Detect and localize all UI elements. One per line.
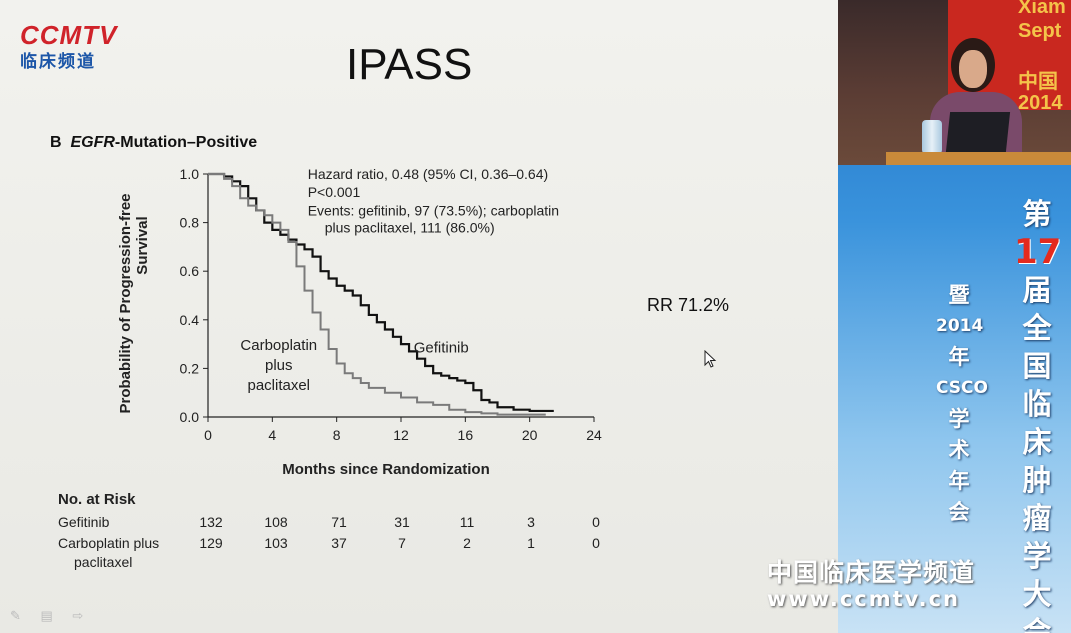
vertical-char: 年	[948, 345, 970, 369]
x-tick-label: 8	[333, 427, 341, 443]
slide: CCMTV 临床频道 IPASS B EGFR-Mutation–Positiv…	[0, 0, 838, 633]
risk-value: 129	[199, 535, 223, 551]
banner-line-3: 中国	[1018, 71, 1058, 93]
y-tick-label: 0.4	[180, 312, 200, 328]
banner-line-4: 2014	[1018, 92, 1063, 114]
vertical-char: 大	[1022, 577, 1052, 611]
vertical-char: 年	[948, 469, 970, 493]
panel-letter: B	[50, 134, 62, 151]
vertical-char: 第	[1022, 197, 1052, 231]
y-axis-label-line-1: Probability of Progression-free	[117, 193, 134, 413]
chart-annotation: Hazard ratio, 0.48 (95% CI, 0.36–0.64)	[308, 166, 548, 182]
vertical-char: 暨	[948, 283, 970, 307]
congress-name-vertical: 第 17 届全国临床肿瘤学大会	[1014, 195, 1062, 633]
x-axis-label: Months since Randomization	[282, 461, 490, 478]
y-tick-label: 0.2	[180, 360, 200, 376]
km-chart: 0.0 0.2 0.4 0.6 0.8 1.0 0 4 8 12 16 20 24 Months sinc…	[117, 166, 602, 478]
speaker-video: Xiam Sept 中国 2014	[838, 0, 1071, 165]
y-tick-label: 1.0	[180, 166, 200, 182]
x-tick-label: 24	[586, 427, 602, 443]
banner-line-2: Sept	[1018, 20, 1062, 42]
vertical-char: 临	[1022, 387, 1052, 421]
risk-value: 11	[459, 514, 475, 530]
y-tick-label: 0.0	[180, 409, 200, 425]
vertical-char: 2014	[936, 316, 984, 336]
vertical-char: 国	[1022, 349, 1052, 383]
vertical-char: 17	[1014, 232, 1062, 272]
vertical-char: 会	[948, 500, 970, 524]
ccmtv-logo-subtitle: 临床频道	[20, 52, 96, 71]
risk-value: 1	[527, 535, 535, 551]
vertical-char: 床	[1022, 425, 1052, 459]
chart-annotation: plus paclitaxel, 111 (86.0%)	[325, 219, 495, 235]
slide-title: IPASS	[346, 40, 473, 89]
speaker-face	[959, 50, 987, 88]
risk-value: 7	[398, 535, 406, 551]
chart-annotation: Events: gefitinib, 97 (73.5%); carboplat…	[308, 202, 559, 218]
watermark-chinese: 中国临床医学频道	[767, 558, 976, 587]
x-tick-label: 4	[268, 427, 276, 443]
chart-annotation: P<0.001	[308, 184, 361, 200]
vertical-char: 全	[1022, 311, 1052, 345]
mouse-cursor-icon	[704, 350, 717, 368]
vertical-char: 届	[1022, 273, 1052, 307]
broadcast-side-panel: Xiam Sept 中国 2014 第 17 届全国临床肿瘤学大会 暨 2014 年 CS…	[838, 0, 1071, 633]
y-axis-label-line-2: Survival	[134, 216, 151, 274]
banner-line-1: Xiam	[1018, 0, 1066, 18]
series-line-carboplatin-paclitaxel	[208, 173, 546, 416]
risk-value: 108	[264, 514, 288, 530]
risk-value: 71	[331, 514, 347, 530]
risk-value: 103	[264, 535, 288, 551]
ccmtv-watermark: 中国临床医学频道 www.ccmtv.cn	[767, 553, 975, 611]
series-label-carboplatin-line: plus	[265, 357, 293, 374]
laptop-icon	[945, 112, 1011, 152]
risk-row-label: Gefitinib	[58, 514, 110, 530]
risk-value: 3	[527, 514, 535, 530]
risk-row-label: Carboplatin plus	[58, 535, 160, 551]
risk-table-title: No. at Risk	[58, 491, 136, 508]
panel-title-rest: -Mutation–Positive	[114, 134, 258, 151]
watermark-url: www.ccmtv.cn	[767, 587, 961, 611]
risk-value: 31	[394, 514, 410, 530]
y-tick-label: 0.8	[180, 215, 200, 231]
panel-title-gene: EGFR	[70, 134, 115, 151]
response-rate-text: RR 71.2%	[647, 295, 730, 315]
vertical-char: CSCO	[936, 378, 988, 398]
x-tick-label: 12	[393, 427, 409, 443]
water-bottle-icon	[922, 120, 942, 154]
risk-row-label: paclitaxel	[74, 554, 133, 570]
vertical-char: 术	[948, 438, 970, 462]
podium	[886, 152, 1071, 165]
risk-value: 2	[463, 535, 471, 551]
series-label-gefitinib: Gefitinib	[414, 340, 469, 357]
risk-value: 132	[199, 514, 223, 530]
x-tick-label: 16	[458, 427, 474, 443]
risk-value: 0	[592, 535, 600, 551]
series-label-carboplatin-line: Carboplatin	[240, 337, 317, 354]
vertical-char: 会	[1022, 615, 1052, 633]
series-label-carboplatin-line: paclitaxel	[247, 377, 310, 394]
series-line-gefitinib	[208, 172, 554, 413]
panel-title: B EGFR-Mutation–Positive	[50, 134, 257, 152]
x-tick-label: 20	[522, 427, 538, 443]
vertical-char: 学	[948, 407, 970, 431]
risk-value: 37	[331, 535, 347, 551]
vertical-char: 肿	[1022, 463, 1052, 497]
ccmtv-logo: CCMTV	[20, 20, 118, 50]
vertical-char: 瘤	[1022, 501, 1052, 535]
y-tick-label: 0.6	[180, 263, 200, 279]
vertical-char: 学	[1022, 539, 1052, 573]
risk-value: 0	[592, 514, 600, 530]
x-tick-label: 0	[204, 427, 212, 443]
csco-meeting-vertical: 暨 2014 年 CSCO 学术年会	[936, 280, 988, 528]
slide-controls[interactable]: ✎ ▤ ⇨	[10, 608, 92, 623]
